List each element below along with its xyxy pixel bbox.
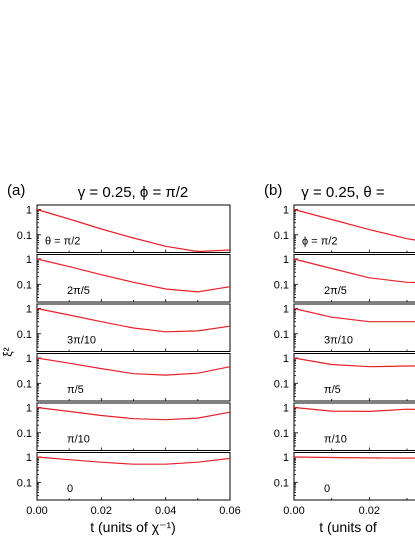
subplot-frame (293, 254, 415, 303)
y-tick-label: 1 (26, 254, 32, 266)
y-tick-label: 0.1 (274, 477, 289, 489)
subplot-1: 0.1 1 2π/5 (274, 254, 415, 303)
y-tick-label: 1 (26, 204, 32, 216)
x-tick-label: 0.02 (91, 505, 112, 517)
panel-b: (b) γ = 0.25, θ = 0.1 1 ϕ = π/2 0.1 1 2π/5 0.1 1… (264, 182, 415, 535)
x-tick-label: 0.06 (219, 505, 240, 517)
series-line (36, 406, 231, 421)
subplot-2: 0.1 1 3π/10 (17, 303, 231, 352)
series-label: π/10 (324, 434, 347, 446)
y-tick-label: 0.1 (17, 378, 32, 390)
series-line (293, 307, 415, 323)
x-axis-label: t (units of (319, 519, 377, 535)
series-line (293, 357, 415, 368)
series-label: 0 (324, 483, 330, 495)
subplot-3: 0.1 1 π/5 (17, 353, 231, 402)
panel-a: (a) γ = 0.25, ϕ = π/20.11θ = π/20.112π/50… (1, 182, 241, 535)
panel-label: (b) (264, 182, 282, 199)
series-line (36, 456, 231, 465)
y-tick-label: 0.1 (17, 279, 32, 291)
series-line (36, 258, 231, 293)
series-line (293, 258, 415, 284)
subplot-3: 0.1 1 π/5 (274, 353, 415, 402)
subplot-frame (36, 254, 231, 303)
subplot-frame (293, 303, 415, 352)
y-tick-label: 1 (283, 353, 289, 365)
subplot-1: 0.1 1 2π/5 (17, 254, 231, 303)
y-tick-label: 1 (26, 303, 32, 315)
y-axis-label: ξ² (1, 347, 15, 356)
subplot-4: 0.1 1 π/10 (274, 402, 415, 451)
x-axis-label: t (units of χ⁻¹) (90, 519, 176, 535)
chart-title: γ = 0.25, θ = (301, 184, 385, 201)
subplot-frame (293, 452, 415, 501)
y-tick-label: 0.1 (274, 378, 289, 390)
series-line (293, 406, 415, 413)
x-tick-label: 0.04 (155, 505, 176, 517)
series-label: θ = π/2 (45, 236, 80, 248)
subplot-5: 0.1 1 0 (274, 452, 415, 501)
y-tick-label: 1 (26, 452, 32, 464)
y-tick-label: 0.1 (274, 230, 289, 242)
y-tick-label: 1 (283, 402, 289, 414)
series-line (293, 456, 415, 459)
subplot-frame (36, 402, 231, 451)
subplot-0: 0.1 1 θ = π/2 (17, 204, 231, 253)
y-tick-label: 1 (283, 303, 289, 315)
y-tick-label: 0.1 (274, 279, 289, 291)
series-label: 3π/10 (67, 335, 96, 347)
series-label: 0 (67, 483, 73, 495)
y-tick-label: 0.1 (274, 329, 289, 341)
series-label: π/5 (67, 384, 84, 396)
y-tick-label: 0.1 (17, 230, 32, 242)
subplot-5: 0.1 1 0 (17, 452, 231, 501)
x-tick-label: 0.00 (26, 505, 47, 517)
subplot-2: 0.1 1 3π/10 (274, 303, 415, 352)
series-label: 2π/5 (67, 285, 90, 297)
y-tick-label: 0.1 (17, 428, 32, 440)
y-tick-label: 1 (283, 452, 289, 464)
y-tick-label: 0.1 (17, 329, 32, 341)
series-line (36, 357, 231, 376)
panel-label: (a) (7, 182, 25, 199)
y-tick-label: 0.1 (274, 428, 289, 440)
series-label: 2π/5 (324, 285, 347, 297)
x-tick-label: 0.00 (283, 505, 304, 517)
y-tick-label: 0.1 (17, 477, 32, 489)
series-line (36, 208, 231, 253)
series-line (293, 208, 415, 241)
y-tick-label: 1 (283, 254, 289, 266)
y-tick-label: 1 (26, 353, 32, 365)
y-tick-label: 1 (283, 204, 289, 216)
series-label: π/10 (67, 434, 90, 446)
series-line (36, 307, 231, 333)
chart-title: γ = 0.25, ϕ = π/2 (78, 184, 188, 201)
x-tick-label: 0.02 (359, 505, 380, 517)
series-label: ϕ = π/2 (302, 236, 337, 248)
series-label: 3π/10 (324, 335, 353, 347)
y-tick-label: 1 (26, 402, 32, 414)
subplot-0: 0.1 1 ϕ = π/2 (274, 204, 415, 253)
subplot-4: 0.1 1 π/10 (17, 402, 231, 451)
subplot-frame (36, 353, 231, 402)
series-label: π/5 (324, 384, 341, 396)
